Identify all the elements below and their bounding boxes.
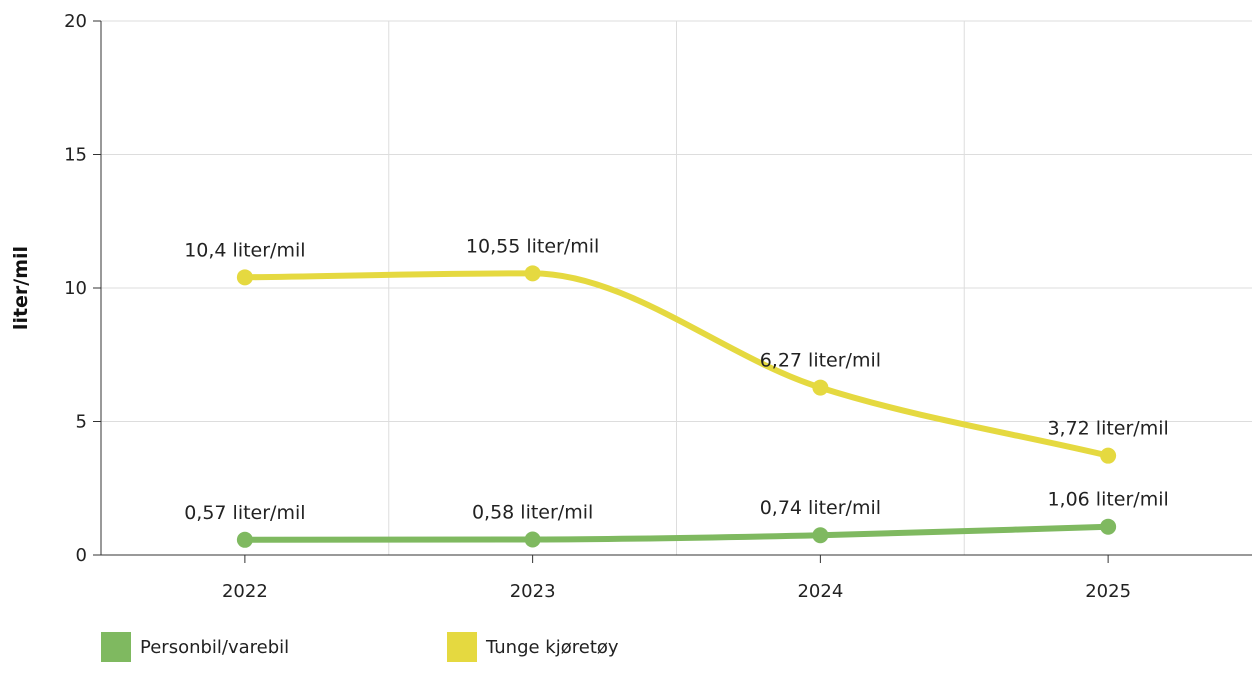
axes: 0 5 10 15 20 2022 2023 2024 2025 — [64, 11, 1252, 602]
data-label: 10,55 liter/mil — [466, 235, 599, 257]
data-label: 1,06 liter/mil — [1047, 489, 1168, 511]
legend-item[interactable]: Tunge kjøretøy — [447, 632, 619, 662]
data-label: 0,74 liter/mil — [760, 497, 881, 519]
y-tick-label: 5 — [76, 412, 87, 433]
legend-item[interactable]: Personbil/varebil — [101, 632, 289, 662]
data-label: 3,72 liter/mil — [1047, 418, 1168, 440]
data-point[interactable] — [236, 269, 253, 286]
x-tick-label: 2022 — [222, 581, 268, 602]
y-tick-label: 0 — [76, 545, 87, 566]
data-point[interactable] — [812, 527, 829, 544]
x-tick-label: 2025 — [1085, 581, 1131, 602]
data-label: 6,27 liter/mil — [760, 350, 881, 372]
data-point[interactable] — [1100, 447, 1117, 464]
y-tick-label: 10 — [64, 278, 87, 299]
data-label: 10,4 liter/mil — [184, 239, 305, 261]
data-labels: 0,57 liter/mil 0,58 liter/mil 0,74 liter/m… — [184, 235, 1169, 523]
data-point[interactable] — [812, 379, 829, 396]
legend-label: Personbil/varebil — [140, 637, 289, 658]
y-tick-label: 20 — [64, 11, 87, 32]
series-line-0 — [241, 523, 1112, 543]
data-label: 0,58 liter/mil — [472, 502, 593, 524]
legend-swatch — [447, 632, 477, 662]
data-point[interactable] — [524, 531, 541, 548]
legend-label: Tunge kjøretøy — [485, 637, 619, 658]
x-tick-label: 2023 — [510, 581, 556, 602]
grid — [101, 20, 1252, 555]
data-point[interactable] — [1100, 518, 1117, 535]
series — [236, 265, 1117, 548]
legend: Personbil/varebil Tunge kjøretøy — [101, 632, 619, 662]
data-point[interactable] — [236, 531, 253, 548]
y-tick-label: 15 — [64, 145, 87, 166]
x-tick-label: 2024 — [797, 581, 843, 602]
y-axis-title: liter/mil — [10, 246, 32, 330]
series-line-1 — [241, 270, 1112, 459]
data-point[interactable] — [524, 265, 541, 282]
data-label: 0,57 liter/mil — [184, 502, 305, 524]
legend-swatch — [101, 632, 131, 662]
